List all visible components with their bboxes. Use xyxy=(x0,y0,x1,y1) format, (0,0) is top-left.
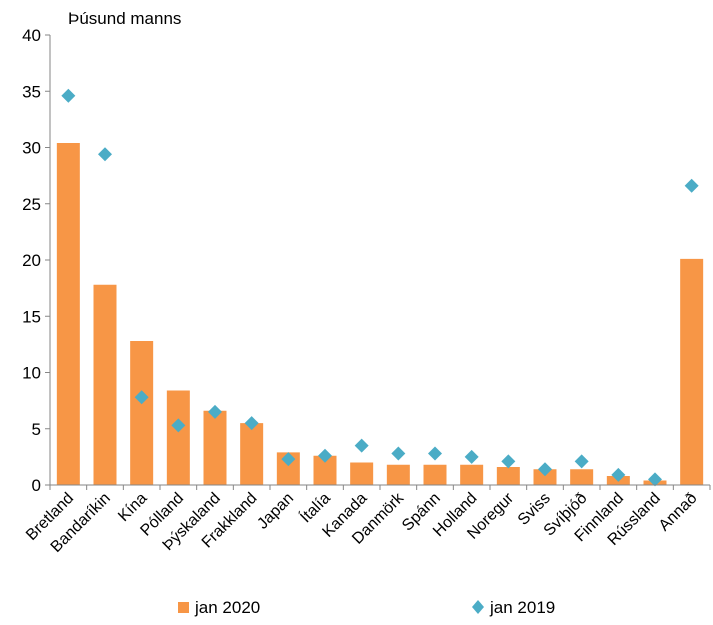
y-tick-label: 15 xyxy=(22,307,41,326)
marker--skaland xyxy=(208,404,222,419)
marker-danm-rk xyxy=(391,446,406,461)
y-tick-label: 30 xyxy=(22,139,41,158)
legend-label-jan-2019: jan 2019 xyxy=(489,598,555,617)
y-tick-label: 0 xyxy=(32,476,41,495)
marker-bandar-kin xyxy=(98,147,112,162)
bar-bandar-kin xyxy=(93,284,117,485)
bar-noregur xyxy=(496,467,520,485)
marker-noregur xyxy=(501,454,516,469)
bar-k-na xyxy=(130,341,154,485)
marker-anna- xyxy=(684,178,699,193)
marker-sp-nn xyxy=(428,446,442,461)
bar-p-lland xyxy=(166,390,190,485)
y-tick-label: 10 xyxy=(22,364,41,383)
legend-label-jan-2020: jan 2020 xyxy=(194,598,260,617)
marker-k-na xyxy=(134,390,149,405)
marker-frakkland xyxy=(244,416,259,431)
y-tick-label: 40 xyxy=(22,26,41,45)
bar-holland xyxy=(460,464,484,485)
marker-sviss xyxy=(538,462,552,477)
bar-sviss xyxy=(533,469,557,485)
marker-r-ssland xyxy=(648,472,662,487)
bar-sv-j- xyxy=(570,469,594,485)
y-tick-label: 20 xyxy=(22,251,41,270)
markers-layer xyxy=(61,88,699,487)
y-tick-label: 5 xyxy=(32,420,41,439)
marker-bretland xyxy=(61,88,76,103)
marker-finnland xyxy=(611,467,626,482)
bar-japan xyxy=(276,452,300,485)
bar-anna- xyxy=(680,258,704,485)
legend-swatch-jan-2020 xyxy=(178,602,189,613)
marker-p-lland xyxy=(171,418,186,433)
bar-danm-rk xyxy=(386,464,410,485)
marker-sv-j- xyxy=(574,454,589,469)
x-tick-label-anna-: Annað xyxy=(656,490,701,535)
y-tick-label: 35 xyxy=(22,82,41,101)
x-tick-label-japan: Japan xyxy=(254,490,297,533)
y-tick-label: 25 xyxy=(22,195,41,214)
y-axis-unit-label: Þúsund manns xyxy=(68,9,181,28)
bar-bretland xyxy=(56,143,80,485)
legend: jan 2020 jan 2019 xyxy=(178,598,555,617)
bars-layer xyxy=(56,143,704,485)
legend-marker-jan-2019 xyxy=(472,600,484,614)
marker-japan xyxy=(281,452,296,467)
bar-frakkland xyxy=(240,423,264,485)
marker--tal-a xyxy=(318,448,332,463)
marker-holland xyxy=(464,449,479,464)
bar--tal-a xyxy=(313,455,337,485)
bar-sp-nn xyxy=(423,464,447,485)
marker-kanada xyxy=(354,438,369,453)
bar-kanada xyxy=(350,462,374,485)
bar--skaland xyxy=(203,410,227,485)
